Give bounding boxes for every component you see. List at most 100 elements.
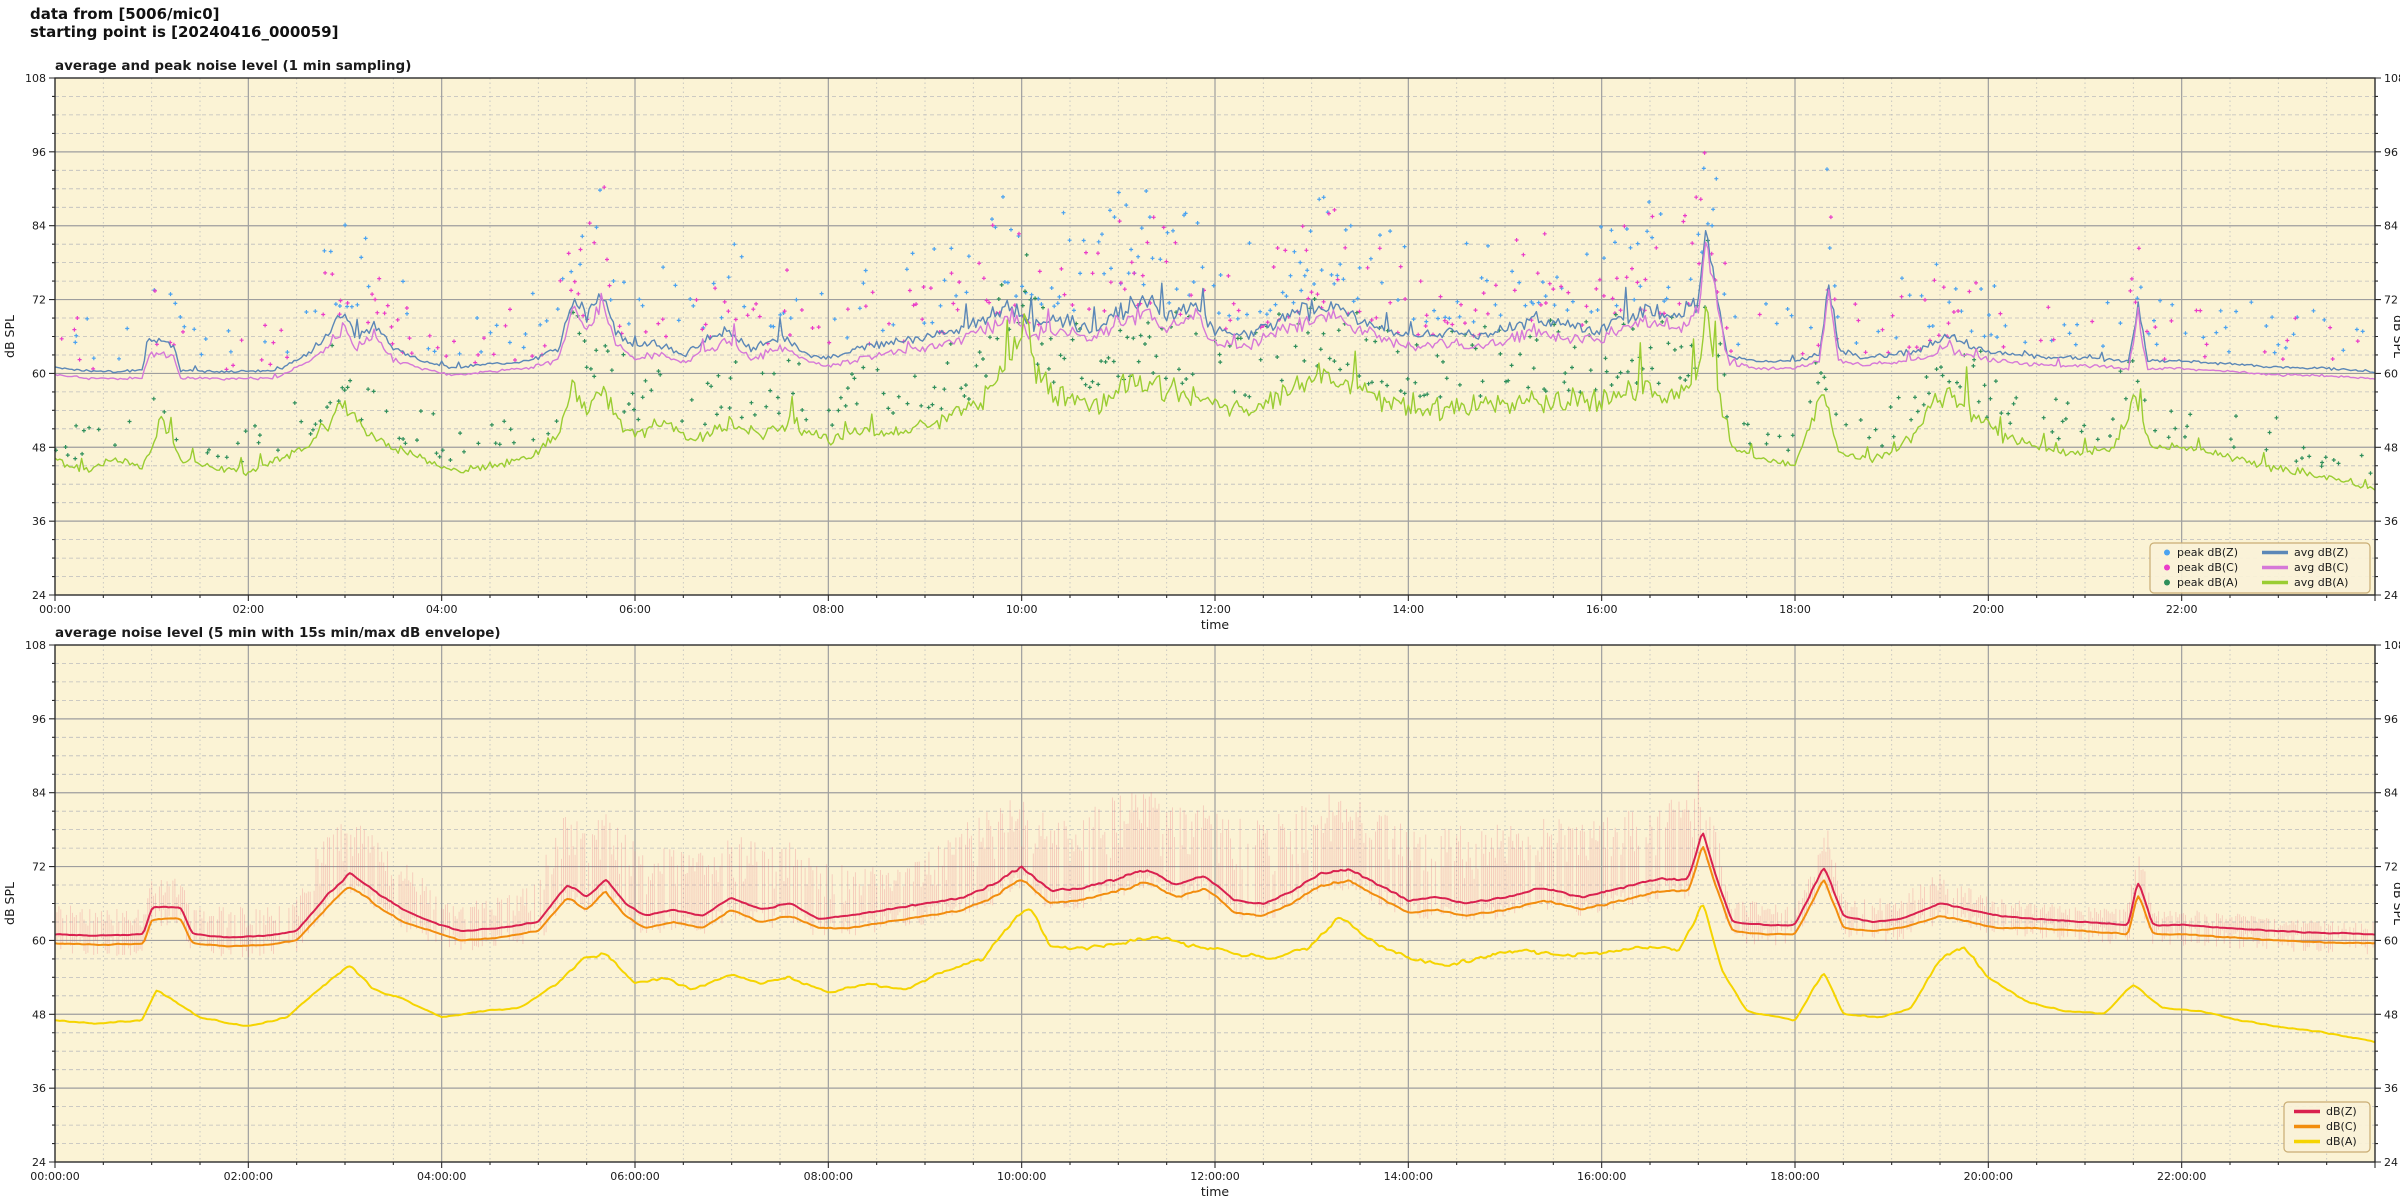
series-line-avg-db-c- — [54, 241, 2376, 381]
y-tick-label-left: 72 — [32, 861, 46, 874]
y-tick-label-right: 36 — [2384, 515, 2398, 528]
y-tick-label-left: 84 — [32, 220, 46, 233]
x-tick-label: 02:00 — [232, 603, 264, 616]
y-tick-label-left: 60 — [32, 367, 46, 380]
x-tick-label: 06:00:00 — [610, 1170, 659, 1183]
x-tick-label: 12:00:00 — [1190, 1170, 1239, 1183]
grid-major — [55, 645, 2375, 1162]
x-axis-label: time — [1201, 617, 1230, 632]
chart-2: 00:00:00 02:00:00 04:00:00 06:00:00 08:00:00… — [2, 625, 2400, 1199]
legend: peak dB(Z) peak dB(C) peak dB(A) avg dB(Z) a… — [2149, 542, 2371, 594]
series-line-db-z- — [54, 832, 2376, 939]
y-tick-label-right: 24 — [2384, 589, 2398, 602]
chart-title: average noise level (5 min with 15s min/… — [55, 625, 501, 641]
y-tick-label-right: 108 — [2384, 639, 2400, 652]
y-tick-label-right: 108 — [2384, 72, 2400, 85]
y-tick-label-right: 48 — [2384, 441, 2398, 454]
y-tick-label-left: 72 — [32, 294, 46, 307]
legend-swatch-dot — [2164, 564, 2170, 571]
legend-label: dB(C) — [2326, 1120, 2357, 1133]
x-tick-label: 02:00:00 — [224, 1170, 273, 1183]
grid-major — [55, 78, 2375, 595]
legend-box — [2283, 1101, 2371, 1153]
header-line-1: data from [5006/mic0] — [30, 5, 220, 23]
series-scatter-peak-db-c- — [59, 150, 2360, 372]
y-tick-label-right: 48 — [2384, 1008, 2398, 1021]
x-tick-label: 14:00:00 — [1384, 1170, 1433, 1183]
legend-swatch-dot — [2164, 579, 2170, 586]
x-tick-label: 04:00:00 — [417, 1170, 466, 1183]
legend-label: avg dB(C) — [2294, 561, 2349, 574]
series-line-db-c- — [54, 846, 2376, 948]
x-tick-label: 00:00:00 — [30, 1170, 79, 1183]
axis-ticks — [49, 77, 2381, 601]
y-tick-label-left: 84 — [32, 787, 46, 800]
y-tick-label-left: 96 — [32, 146, 46, 159]
x-tick-label: 00:00 — [39, 603, 71, 616]
y-axis-label-right: dB SPL — [2391, 882, 2400, 925]
y-tick-label-right: 84 — [2384, 787, 2398, 800]
x-tick-label: 08:00 — [812, 603, 844, 616]
y-tick-label-right: 36 — [2384, 1082, 2398, 1095]
x-tick-label: 10:00 — [1006, 603, 1038, 616]
y-tick-label-left: 36 — [32, 1082, 46, 1095]
y-tick-label-left: 60 — [32, 934, 46, 947]
x-tick-label: 18:00:00 — [1770, 1170, 1819, 1183]
axis-ticks — [49, 644, 2381, 1168]
legend-label: peak dB(A) — [2177, 576, 2238, 589]
y-tick-label-right: 60 — [2384, 934, 2398, 947]
y-tick-label-right: 84 — [2384, 220, 2398, 233]
series-scatter-peak-db-a- — [54, 238, 2373, 476]
x-tick-label: 22:00:00 — [2157, 1170, 2206, 1183]
chart-1: 00:00 02:00 04:00 06:00 08:00 10:00 12:00 14:00… — [2, 58, 2400, 632]
x-tick-label: 04:00 — [426, 603, 458, 616]
legend-label: dB(Z) — [2326, 1105, 2357, 1118]
x-tick-label: 20:00:00 — [1964, 1170, 2013, 1183]
y-tick-label-right: 72 — [2384, 294, 2398, 307]
y-tick-label-right: 96 — [2384, 713, 2398, 726]
figure-header: data from [5006/mic0] starting point is … — [30, 5, 338, 41]
y-tick-label-left: 96 — [32, 713, 46, 726]
series-scatter-peak-db-z- — [73, 166, 2365, 361]
header-line-2: starting point is [20240416_000059] — [30, 23, 339, 41]
y-axis-label-right: dB SPL — [2391, 315, 2400, 358]
y-tick-label-left: 108 — [25, 72, 46, 85]
y-tick-label-left: 48 — [32, 1008, 46, 1021]
y-tick-label-left: 48 — [32, 441, 46, 454]
legend-label: peak dB(C) — [2177, 561, 2238, 574]
legend-label: dB(A) — [2326, 1135, 2357, 1148]
y-tick-label-left: 24 — [32, 589, 46, 602]
y-tick-label-right: 72 — [2384, 861, 2398, 874]
legend-label: avg dB(A) — [2294, 576, 2348, 589]
series-line-avg-db-z- — [54, 230, 2376, 374]
y-axis-label-left: dB SPL — [2, 882, 17, 925]
y-axis-label-left: dB SPL — [2, 315, 17, 358]
y-tick-label-right: 60 — [2384, 367, 2398, 380]
x-tick-label: 12:00 — [1199, 603, 1231, 616]
y-tick-label-left: 108 — [25, 639, 46, 652]
legend: dB(Z) dB(C) dB(A) — [2283, 1101, 2371, 1153]
legend-swatch-dot — [2164, 549, 2170, 556]
legend-label: peak dB(Z) — [2177, 546, 2238, 559]
x-tick-label: 10:00:00 — [997, 1170, 1046, 1183]
y-tick-label-right: 96 — [2384, 146, 2398, 159]
x-tick-label: 08:00:00 — [804, 1170, 853, 1183]
x-tick-label: 20:00 — [1972, 603, 2004, 616]
x-tick-label: 16:00:00 — [1577, 1170, 1626, 1183]
legend-label: avg dB(Z) — [2294, 546, 2348, 559]
x-tick-label: 16:00 — [1586, 603, 1618, 616]
y-tick-label-right: 24 — [2384, 1156, 2398, 1169]
y-tick-label-left: 36 — [32, 515, 46, 528]
x-tick-label: 06:00 — [619, 603, 651, 616]
x-axis-label: time — [1201, 1184, 1230, 1199]
x-tick-label: 18:00 — [1779, 603, 1811, 616]
series-line-avg-db-a- — [54, 306, 2376, 491]
series-line-db-a- — [54, 904, 2376, 1044]
chart-title: average and peak noise level (1 min samp… — [55, 58, 411, 74]
x-tick-label: 22:00 — [2166, 603, 2198, 616]
y-tick-label-left: 24 — [32, 1156, 46, 1169]
x-tick-label: 14:00 — [1392, 603, 1424, 616]
legend-box — [2149, 542, 2371, 594]
